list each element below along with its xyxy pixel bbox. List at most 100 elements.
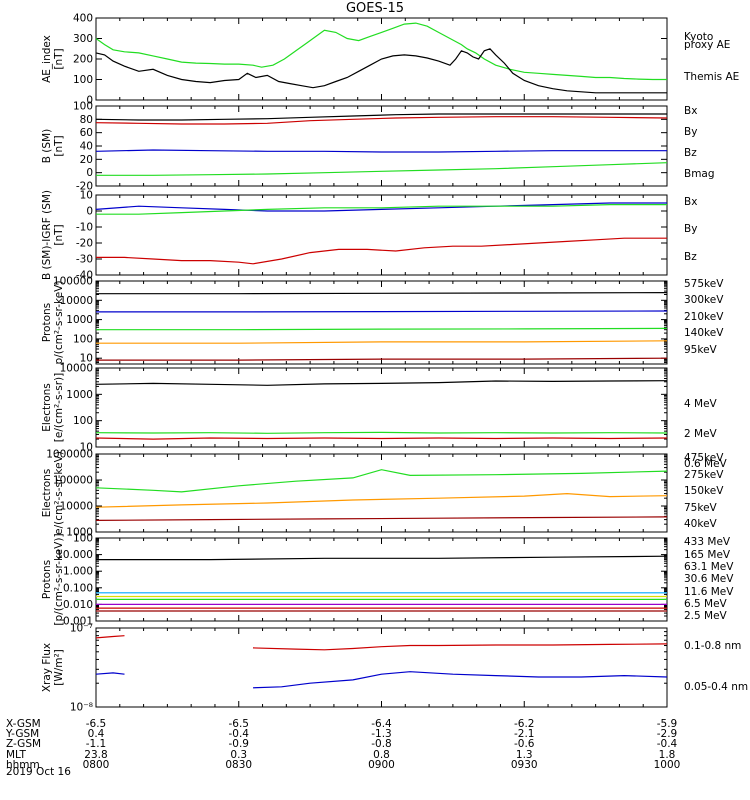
legend-entry: 0.6 MeV <box>684 458 728 470</box>
y-tick-label: 300 <box>73 33 93 45</box>
y-tick-label: 10.000 <box>56 549 93 561</box>
y-tick-label: 1000000 <box>46 449 93 461</box>
series-line-bmag <box>95 113 667 121</box>
legend-entry: Bmag <box>684 168 715 180</box>
y-axis-label: [nT] <box>53 224 65 245</box>
y-tick-label: 0 <box>86 95 93 107</box>
ephemeris-value: 1000 <box>654 759 681 771</box>
legend-entry: 210keV <box>684 311 724 323</box>
y-axis-label: [e/(cm²-s-sr)] <box>53 373 65 442</box>
legend-entry: 0.1-0.8 nm <box>684 640 741 652</box>
series-line-150kev <box>95 469 668 493</box>
ephemeris-value: 23.8 <box>84 749 107 761</box>
y-axis-label: Protons <box>41 303 53 342</box>
legend-entry: Bx <box>684 105 697 117</box>
legend-entry: 150keV <box>684 485 724 497</box>
y-tick-label: 0.100 <box>63 582 93 594</box>
y-tick-label: 10000 <box>60 501 93 513</box>
legend-entry: 40keV <box>684 518 718 530</box>
ephemeris-value: 0900 <box>368 759 395 771</box>
series-line-4-mev <box>95 437 668 440</box>
ephemeris-table: X-GSM -6.5 -6.5 -6.4 -6.2 -5.9 Y-GSM 0.4 -0.4 -1.… <box>5 718 680 771</box>
y-tick-label: 100 <box>73 415 93 427</box>
series-line-2.5-mev <box>96 555 668 561</box>
panel-frame <box>95 194 668 276</box>
legend-entry: Themis AE <box>683 71 739 83</box>
series-line-bz <box>95 116 668 125</box>
series-line-140kev <box>96 310 668 313</box>
ephemeris-value: 1.3 <box>516 749 533 761</box>
legend-entry: By <box>684 223 697 235</box>
y-tick-label: 0.001 <box>63 616 93 628</box>
ephemeris-value: 1.8 <box>659 749 676 761</box>
y-axis-label: [nT] <box>53 135 65 156</box>
panel-frame <box>95 627 668 708</box>
y-tick-label: 0.010 <box>63 599 93 611</box>
ephemeris-label: Y-GSM <box>5 728 39 740</box>
legend-entry: 165 MeV <box>684 549 731 561</box>
ephemeris-value: 0830 <box>225 759 252 771</box>
series-line-0.1-0.8-nm <box>95 635 668 651</box>
ephemeris-value: -2.9 <box>657 728 678 740</box>
y-axis-label: Xray Flux <box>41 643 53 692</box>
series-line-bx <box>95 149 667 153</box>
legend-entry: Bx <box>684 196 697 208</box>
y-axis-label: p/(cm²-s-sr-keV) <box>53 281 65 365</box>
y-tick-label: 0 <box>86 167 93 179</box>
ephemeris-value: -1.3 <box>371 728 392 740</box>
y-axis-label: AE_index <box>41 35 53 83</box>
series-line-210kev <box>96 327 668 331</box>
y-axis-label: B (SM)-IGRF (SM) <box>41 190 53 280</box>
panel-6: 1000 10000 100000 1000000 Electrons e/(cm²-s-… <box>41 449 724 539</box>
panel-frame <box>95 367 668 448</box>
y-tick-label: 1000 <box>66 527 93 539</box>
panel-3: -40 -30 -20 -10 0 10 B (SM)-IGRF (SM) [nT] Bx By B… <box>41 190 697 282</box>
legend-entry: proxy AE <box>684 39 730 51</box>
y-tick-label: 10 <box>80 442 93 454</box>
y-tick-label: 1.000 <box>63 566 93 578</box>
y-tick-label: 10000 <box>60 363 93 375</box>
date-label: 2019 Oct 16 <box>6 766 71 778</box>
ephemeris-value: -0.8 <box>371 738 392 750</box>
y-tick-label: -40 <box>76 270 93 282</box>
figure-title: GOES-15 <box>346 1 404 16</box>
series-line-0.6-mev <box>95 380 668 386</box>
y-tick-label: 40 <box>80 141 93 153</box>
panel-4: 10 100 1000 10000 100000 Protons p/(cm²-s-sr-k… <box>41 276 724 365</box>
legend-entry: 75keV <box>684 502 718 514</box>
legend-entry: Bz <box>684 147 697 159</box>
y-tick-label: 60 <box>80 127 93 139</box>
legend-entry: 4 MeV <box>684 398 718 410</box>
ephemeris-value: -0.4 <box>657 738 678 750</box>
y-tick-label: 100 <box>73 333 93 345</box>
ephemeris-label: X-GSM <box>6 718 41 730</box>
ephemeris-label: hhmm <box>6 759 40 771</box>
series-line-by <box>96 204 667 215</box>
legend-entry: Bz <box>684 251 697 263</box>
ephemeris-value: 0.4 <box>88 728 105 740</box>
y-tick-label: 10 <box>80 353 93 365</box>
series-line-bx <box>95 202 667 212</box>
y-tick-label: 10 <box>80 190 93 202</box>
legend-entry: 6.5 MeV <box>684 598 728 610</box>
y-axis-label: Electrons <box>41 383 53 432</box>
y-tick-label: 10000 <box>60 295 93 307</box>
series-line-475kev <box>95 516 668 521</box>
legend-entry: By <box>684 126 697 138</box>
legend-entry: 95keV <box>684 344 718 356</box>
legend-entry: 475keV <box>684 452 724 464</box>
y-tick-label: 100000 <box>53 276 93 288</box>
legend-entry: 2.5 MeV <box>684 610 728 622</box>
legend-entry: 140keV <box>684 327 724 339</box>
ephemeris-label: MLT <box>6 749 26 761</box>
series-line-0.05-0.4-nm <box>95 671 668 689</box>
series-line-by <box>96 162 668 176</box>
legend-entry: 575keV <box>684 278 724 290</box>
y-tick-label: 10⁻⁷ <box>70 623 93 635</box>
y-axis-label: [W/m²] <box>53 649 65 686</box>
series-line-2-mev <box>95 431 668 434</box>
panel-7: 0.001 0.010 0.100 1.000 10.000 100 Protons [p/(… <box>41 533 734 628</box>
